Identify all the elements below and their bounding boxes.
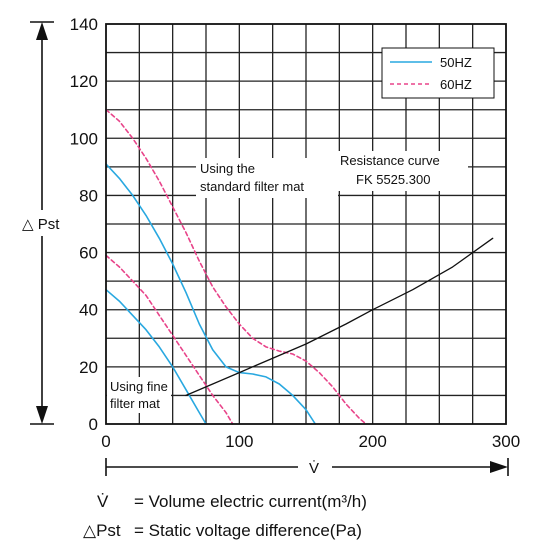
y-tick-label: 60 <box>79 244 98 263</box>
legend: 50HZ 60HZ <box>381 47 495 99</box>
annotation-resistance-line2: FK 5525.300 <box>356 172 430 187</box>
annotation-fine-filter-line1: Using fine <box>110 379 168 394</box>
x-tick-label: 300 <box>492 432 520 451</box>
tick-labels: 0 20 40 60 80 100 120 140 0 100 200 300 <box>70 15 521 451</box>
footnote-v-text: = Volume electric current(m³/h) <box>134 492 367 511</box>
series-line-50hz-1 <box>105 163 317 425</box>
y-tick-label: 140 <box>70 15 98 34</box>
y-tick-label: 80 <box>79 186 98 205</box>
series-line-50hz-0 <box>105 288 207 425</box>
x-axis-label: V̇ <box>309 460 319 477</box>
annotation-bg-resistance <box>336 151 468 191</box>
annotation-bg-fine <box>107 377 171 413</box>
y-tick-label: 120 <box>70 72 98 91</box>
plot-frame <box>105 23 507 425</box>
annotation-standard-filter-line1: Using the <box>200 161 255 176</box>
series-line-resistance-4 <box>185 237 494 397</box>
legend-box <box>381 47 495 99</box>
x-axis-arrow <box>105 458 509 476</box>
footnote-pst-text: = Static voltage difference(Pa) <box>134 521 362 540</box>
x-tick-label: 100 <box>225 432 253 451</box>
annotation-resistance-line1: Resistance curve <box>340 153 440 168</box>
series-line-60hz-3 <box>105 108 367 425</box>
y-tick-label: 100 <box>70 129 98 148</box>
y-tick-label: 40 <box>79 301 98 320</box>
annotation-bg-standard <box>196 158 338 198</box>
series-lines <box>105 108 494 425</box>
legend-label-60hz: 60HZ <box>440 77 472 92</box>
y-axis-label: △ Pst <box>22 216 60 233</box>
y-axis-arrow <box>30 21 54 425</box>
annotation-fine-filter-line2: filter mat <box>110 396 160 411</box>
x-tick-label: 0 <box>101 432 110 451</box>
annotation-standard-filter-line2: standard filter mat <box>200 179 304 194</box>
y-tick-label: 20 <box>79 358 98 377</box>
x-tick-label: 200 <box>358 432 386 451</box>
legend-label-50hz: 50HZ <box>440 55 472 70</box>
series-line-60hz-2 <box>105 254 234 425</box>
plot-border <box>105 23 507 425</box>
footnote-v-symbol: V̇ <box>97 492 109 511</box>
footnote-pst-symbol: △Pst <box>83 521 121 540</box>
y-tick-label: 0 <box>89 415 98 434</box>
